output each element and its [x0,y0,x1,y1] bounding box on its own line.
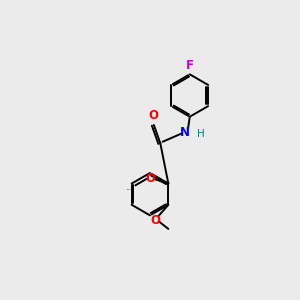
Text: methoxy: methoxy [127,189,134,190]
Text: O: O [150,214,160,226]
Text: N: N [179,125,190,139]
Text: O: O [148,109,158,122]
Text: F: F [186,59,194,72]
Text: H: H [197,129,205,140]
Text: O: O [145,172,155,185]
